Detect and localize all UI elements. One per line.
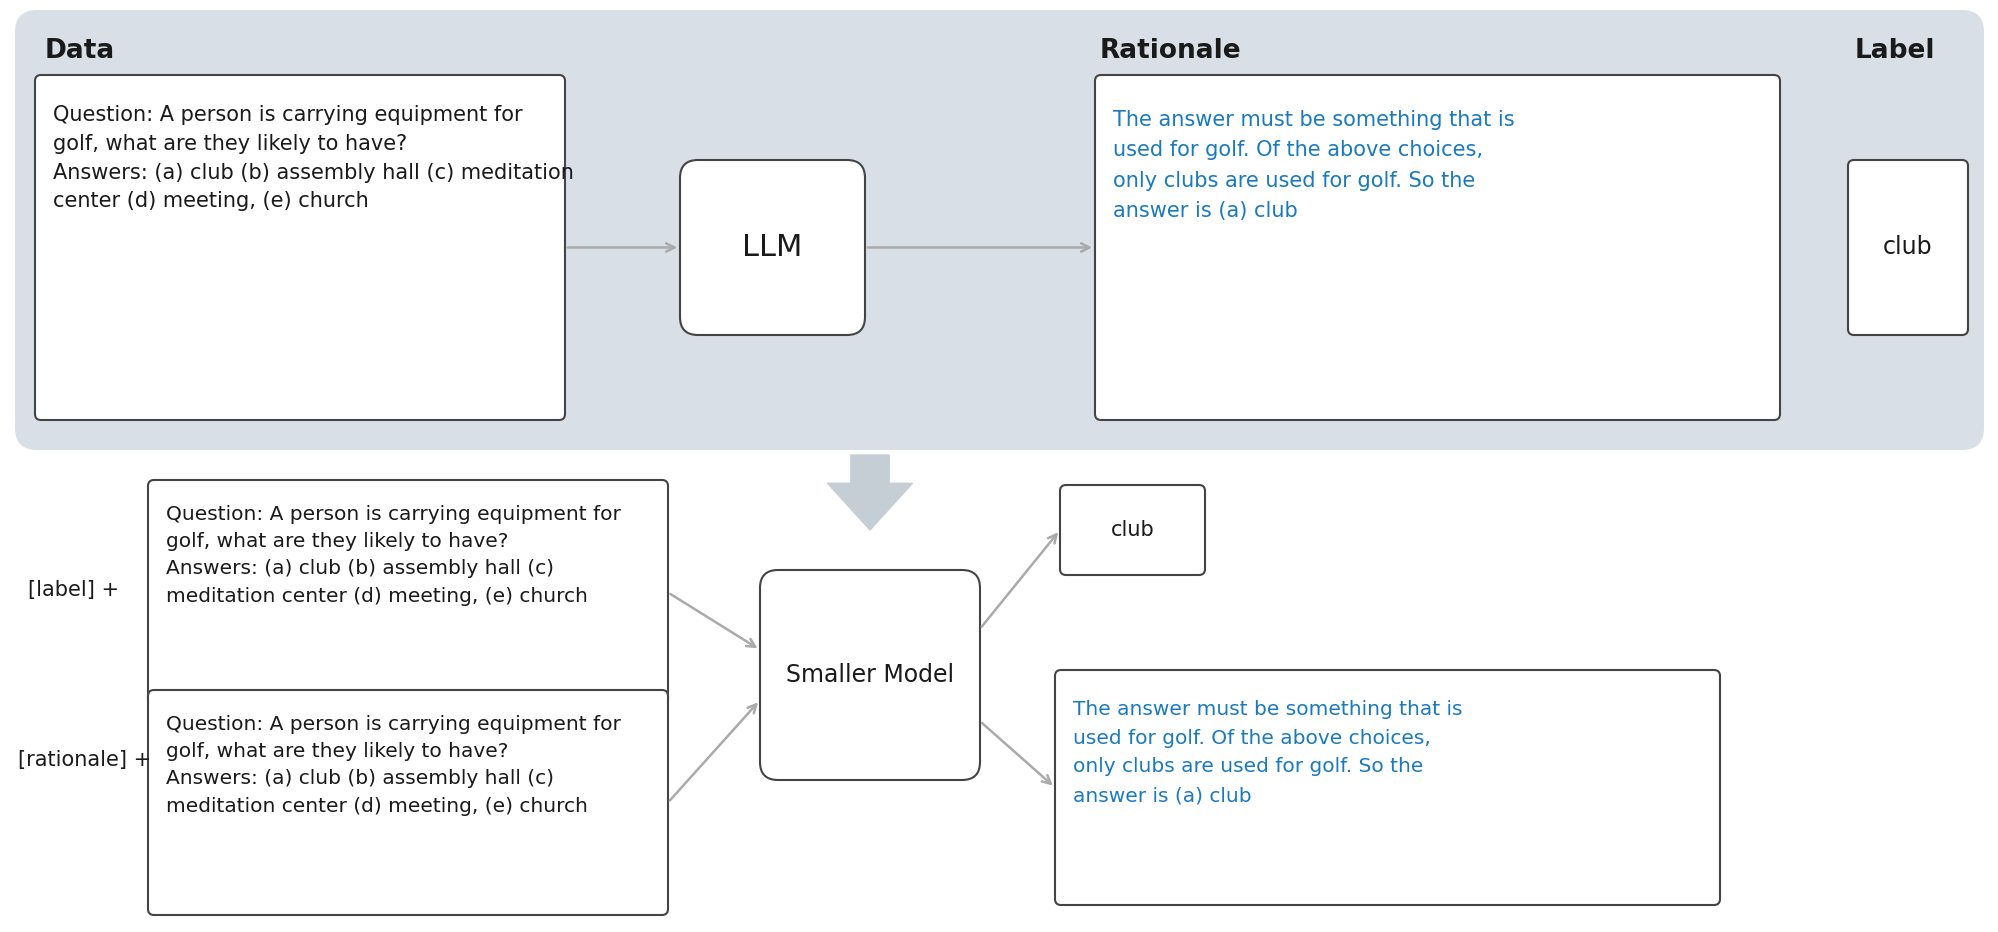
FancyBboxPatch shape (148, 480, 667, 705)
FancyBboxPatch shape (1095, 75, 1778, 420)
Text: LLM: LLM (741, 233, 803, 262)
FancyBboxPatch shape (36, 75, 565, 420)
FancyBboxPatch shape (1059, 485, 1205, 575)
Text: Question: A person is carrying equipment for
golf, what are they likely to have?: Question: A person is carrying equipment… (166, 505, 621, 606)
Text: Question: A person is carrying equipment for
golf, what are they likely to have?: Question: A person is carrying equipment… (54, 105, 573, 212)
Polygon shape (827, 455, 911, 530)
FancyBboxPatch shape (679, 160, 865, 335)
FancyBboxPatch shape (759, 570, 979, 780)
Text: Data: Data (46, 38, 116, 64)
Text: The answer must be something that is
used for golf. Of the above choices,
only c: The answer must be something that is use… (1073, 700, 1463, 805)
Text: Smaller Model: Smaller Model (785, 663, 953, 687)
Text: The answer must be something that is
used for golf. Of the above choices,
only c: The answer must be something that is use… (1113, 110, 1514, 221)
Text: Rationale: Rationale (1099, 38, 1241, 64)
FancyBboxPatch shape (148, 690, 667, 915)
Text: club: club (1882, 236, 1932, 259)
FancyBboxPatch shape (1846, 160, 1966, 335)
Text: Question: A person is carrying equipment for
golf, what are they likely to have?: Question: A person is carrying equipment… (166, 715, 621, 816)
Text: club: club (1111, 520, 1153, 540)
FancyBboxPatch shape (16, 10, 1982, 450)
Text: [rationale] +: [rationale] + (18, 750, 152, 770)
FancyBboxPatch shape (1055, 670, 1718, 905)
Text: Label: Label (1854, 38, 1934, 64)
Text: [label] +: [label] + (28, 580, 120, 600)
